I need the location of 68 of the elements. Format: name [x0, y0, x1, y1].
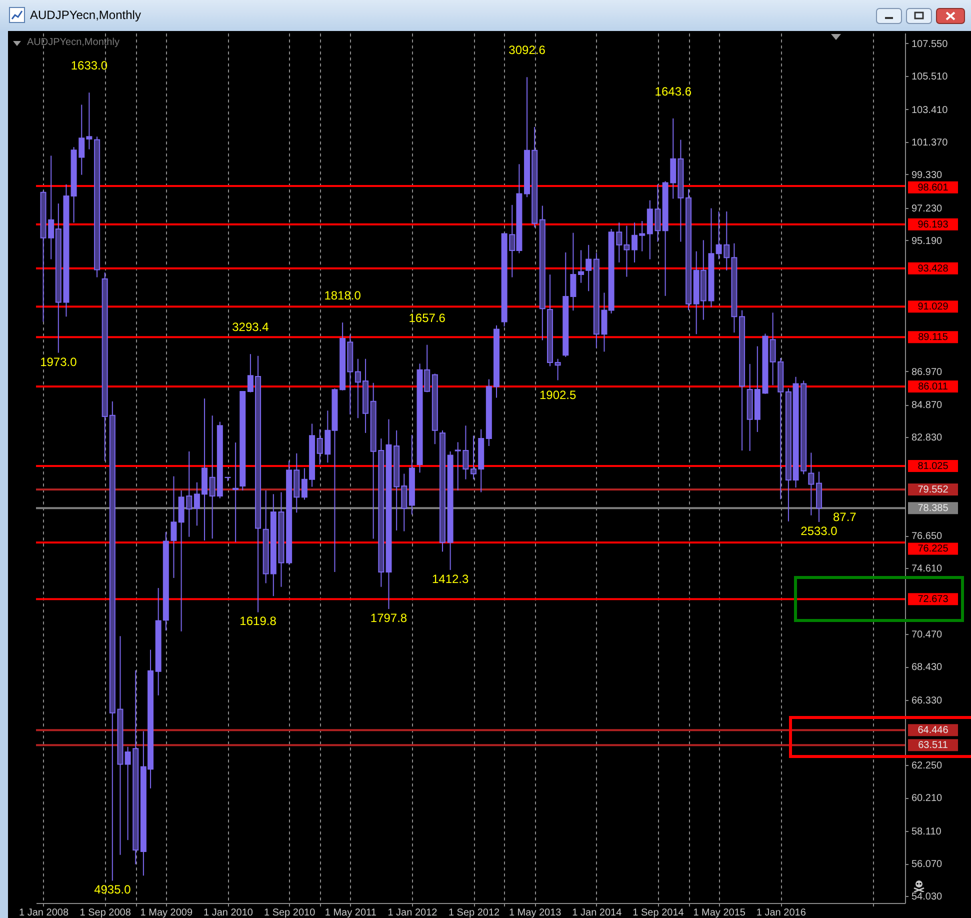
ref-line-label: 96.193 — [918, 219, 949, 230]
candlestick — [578, 250, 584, 284]
candlestick — [554, 358, 561, 381]
y-tick-label: 54.030 — [912, 892, 943, 903]
annotation: 87.7 — [832, 510, 857, 524]
y-tick-label: 70.470 — [912, 630, 943, 641]
y-tick-label: 62.250 — [912, 760, 943, 772]
candlestick — [232, 442, 239, 543]
x-tick-label: 1 May 2013 — [508, 908, 562, 918]
x-tick-label: 1 Jan 2014 — [572, 908, 622, 918]
y-tick-label: 103.410 — [912, 104, 948, 116]
ref-line-label: 93.428 — [918, 263, 949, 274]
y-tick-label: 56.070 — [912, 859, 943, 870]
y-tick-label: 68.430 — [912, 662, 943, 674]
ref-line-label: 79.552 — [918, 484, 949, 496]
annotation: 3092.6 — [508, 43, 546, 58]
ref-line-label: 72.673 — [918, 594, 949, 606]
x-tick-label: 1 Jan 2010 — [203, 908, 254, 918]
y-tick-label: 95.190 — [912, 236, 943, 247]
y-tick-label: 66.330 — [912, 696, 943, 707]
y-tick-label: 58.110 — [912, 826, 942, 838]
ref-line-label: 98.601 — [918, 182, 949, 194]
annotation: 1643.6 — [654, 84, 692, 98]
y-tick-label: 97.230 — [912, 203, 943, 214]
y-tick-label: 107.550 — [912, 38, 948, 50]
y-tick-label: 86.970 — [912, 366, 943, 378]
candlestick — [808, 452, 814, 516]
ref-line-label: 64.446 — [918, 725, 949, 736]
chart-subtitle: AUDJPYecn,Monthly — [27, 37, 120, 49]
ref-line-label: 63.511 — [918, 740, 948, 752]
x-tick-label: 1 Jan 2012 — [388, 908, 438, 918]
y-tick-label: 101.370 — [912, 137, 948, 148]
annotation: 4935.0 — [94, 882, 132, 897]
y-tick-label: 84.870 — [912, 400, 943, 412]
annotation: 1902.5 — [539, 388, 576, 402]
x-tick-label: 1 Sep 2012 — [448, 908, 500, 918]
y-tick-label: 74.610 — [912, 564, 943, 575]
ref-line-label: 78.385 — [918, 503, 949, 514]
y-tick-label: 105.510 — [912, 71, 948, 82]
chart-title: AUDJPYecn,Monthly — [30, 8, 141, 22]
ref-line-label: 91.029 — [918, 302, 949, 313]
annotation: 1973.0 — [40, 354, 78, 369]
x-tick-label: 1 May 2009 — [140, 908, 193, 918]
x-tick-label: 1 Jan 2016 — [756, 908, 806, 918]
ref-line-label: 81.025 — [918, 461, 949, 472]
x-tick-label: 1 Jan 2008 — [19, 908, 69, 918]
y-tick-label: 76.650 — [912, 531, 943, 542]
annotation: 1657.6 — [408, 310, 446, 325]
annotation: 1619.8 — [240, 614, 277, 628]
ref-line-label: 76.225 — [918, 544, 949, 555]
candlestick — [586, 244, 592, 292]
candlestick — [170, 476, 177, 578]
y-tick-label: 99.330 — [912, 170, 943, 181]
annotation: 1818.0 — [324, 288, 362, 303]
annotation: 3293.4 — [232, 320, 270, 334]
x-tick-label: 1 Sep 2010 — [264, 908, 316, 918]
annotation: 1797.8 — [370, 611, 408, 626]
ref-line-label: 89.115 — [918, 332, 948, 344]
x-tick-label: 1 May 2011 — [324, 908, 377, 918]
annotation: 1412.3 — [432, 572, 469, 586]
annotation: 2533.0 — [800, 524, 838, 538]
x-tick-label: 1 Sep 2008 — [80, 908, 132, 918]
annotation: 1633.0 — [70, 58, 108, 73]
y-tick-label: 60.210 — [912, 793, 943, 804]
x-tick-label: 1 Sep 2014 — [632, 908, 684, 918]
ref-line-label: 86.011 — [918, 382, 948, 393]
x-tick-label: 1 May 2015 — [693, 908, 746, 918]
y-tick-label: 82.830 — [912, 432, 943, 444]
